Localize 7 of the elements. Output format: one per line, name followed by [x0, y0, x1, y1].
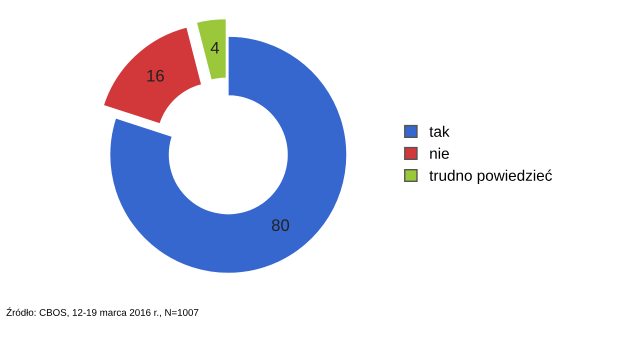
text: Źródło: CBOS, 12-19 marca 2016 r., N=1007: [6, 307, 198, 318]
data-label: 80: [272, 219, 290, 232]
legend-label: nie: [430, 148, 449, 159]
data-label: 16: [147, 70, 164, 82]
data-label: 4: [210, 42, 220, 54]
legend-label: tak: [429, 126, 450, 137]
legend-label: trudno powiedzieć: [429, 170, 552, 184]
